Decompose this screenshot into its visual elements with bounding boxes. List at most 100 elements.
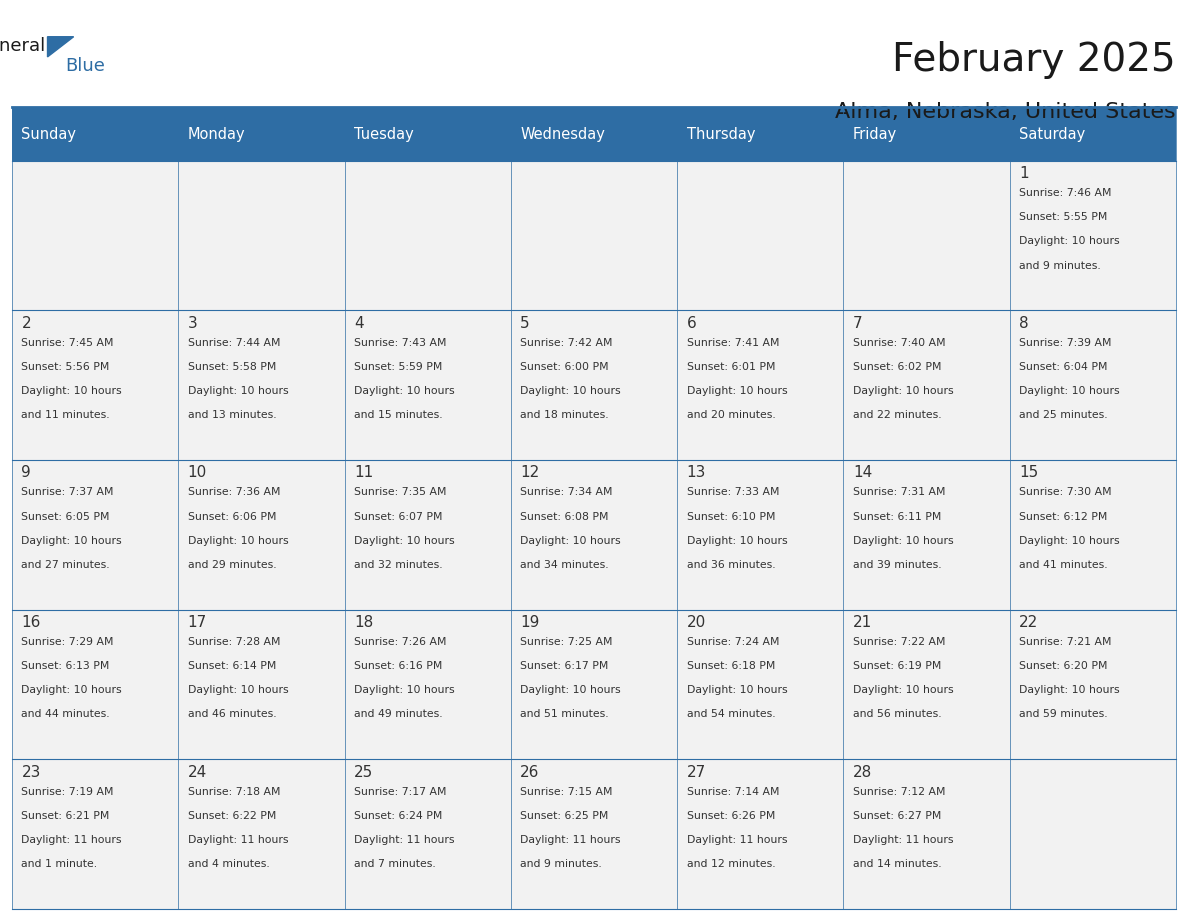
Text: 14: 14: [853, 465, 872, 480]
FancyBboxPatch shape: [178, 610, 345, 759]
Text: and 25 minutes.: and 25 minutes.: [1019, 410, 1108, 420]
Text: and 20 minutes.: and 20 minutes.: [687, 410, 776, 420]
Text: Daylight: 10 hours: Daylight: 10 hours: [21, 536, 122, 545]
Text: Sunrise: 7:34 AM: Sunrise: 7:34 AM: [520, 487, 613, 498]
FancyBboxPatch shape: [345, 161, 511, 310]
FancyBboxPatch shape: [843, 759, 1010, 909]
Text: Daylight: 10 hours: Daylight: 10 hours: [1019, 536, 1120, 545]
Text: Daylight: 11 hours: Daylight: 11 hours: [520, 835, 621, 845]
Text: Sunrise: 7:42 AM: Sunrise: 7:42 AM: [520, 338, 613, 348]
Text: Sunset: 5:55 PM: Sunset: 5:55 PM: [1019, 212, 1107, 222]
Text: Sunset: 6:12 PM: Sunset: 6:12 PM: [1019, 511, 1107, 521]
Text: 4: 4: [354, 316, 364, 330]
FancyBboxPatch shape: [345, 759, 511, 909]
Text: Sunset: 6:00 PM: Sunset: 6:00 PM: [520, 362, 609, 372]
Text: Sunset: 6:07 PM: Sunset: 6:07 PM: [354, 511, 442, 521]
Text: Sunset: 6:20 PM: Sunset: 6:20 PM: [1019, 661, 1107, 671]
Text: Sunset: 5:58 PM: Sunset: 5:58 PM: [188, 362, 276, 372]
Text: Sunrise: 7:46 AM: Sunrise: 7:46 AM: [1019, 188, 1112, 198]
Text: Sunrise: 7:17 AM: Sunrise: 7:17 AM: [354, 787, 447, 797]
Text: 7: 7: [853, 316, 862, 330]
Text: Sunrise: 7:31 AM: Sunrise: 7:31 AM: [853, 487, 946, 498]
FancyBboxPatch shape: [843, 310, 1010, 460]
FancyBboxPatch shape: [677, 310, 843, 460]
Text: Sunrise: 7:40 AM: Sunrise: 7:40 AM: [853, 338, 946, 348]
Text: Daylight: 11 hours: Daylight: 11 hours: [687, 835, 788, 845]
Text: Monday: Monday: [188, 127, 246, 141]
Text: 26: 26: [520, 765, 539, 779]
FancyBboxPatch shape: [178, 460, 345, 610]
FancyBboxPatch shape: [1010, 759, 1176, 909]
Text: Daylight: 11 hours: Daylight: 11 hours: [354, 835, 455, 845]
Text: and 22 minutes.: and 22 minutes.: [853, 410, 942, 420]
Text: Tuesday: Tuesday: [354, 127, 413, 141]
Text: 27: 27: [687, 765, 706, 779]
Text: Daylight: 10 hours: Daylight: 10 hours: [21, 686, 122, 695]
Text: and 7 minutes.: and 7 minutes.: [354, 859, 436, 869]
FancyBboxPatch shape: [511, 310, 677, 460]
Text: and 44 minutes.: and 44 minutes.: [21, 710, 110, 720]
Text: and 39 minutes.: and 39 minutes.: [853, 560, 942, 570]
Text: Daylight: 10 hours: Daylight: 10 hours: [1019, 386, 1120, 396]
FancyBboxPatch shape: [178, 310, 345, 460]
Text: 16: 16: [21, 615, 40, 630]
Text: Sunset: 6:11 PM: Sunset: 6:11 PM: [853, 511, 941, 521]
Text: Sunrise: 7:21 AM: Sunrise: 7:21 AM: [1019, 637, 1112, 647]
Text: and 9 minutes.: and 9 minutes.: [520, 859, 602, 869]
Text: Daylight: 10 hours: Daylight: 10 hours: [853, 386, 954, 396]
FancyBboxPatch shape: [178, 759, 345, 909]
Text: Daylight: 11 hours: Daylight: 11 hours: [188, 835, 289, 845]
Text: Saturday: Saturday: [1019, 127, 1086, 141]
FancyBboxPatch shape: [511, 161, 677, 310]
Text: Sunset: 5:56 PM: Sunset: 5:56 PM: [21, 362, 109, 372]
Text: Sunset: 6:01 PM: Sunset: 6:01 PM: [687, 362, 775, 372]
Text: Friday: Friday: [853, 127, 897, 141]
Text: Sunset: 6:10 PM: Sunset: 6:10 PM: [687, 511, 775, 521]
Text: 17: 17: [188, 615, 207, 630]
Text: Sunset: 6:13 PM: Sunset: 6:13 PM: [21, 661, 109, 671]
Text: Daylight: 10 hours: Daylight: 10 hours: [1019, 237, 1120, 246]
FancyBboxPatch shape: [12, 759, 178, 909]
FancyBboxPatch shape: [1010, 310, 1176, 460]
Text: Sunset: 6:14 PM: Sunset: 6:14 PM: [188, 661, 276, 671]
FancyBboxPatch shape: [511, 460, 677, 610]
Text: Sunset: 6:24 PM: Sunset: 6:24 PM: [354, 811, 442, 821]
Text: Sunset: 6:21 PM: Sunset: 6:21 PM: [21, 811, 109, 821]
Text: Sunrise: 7:29 AM: Sunrise: 7:29 AM: [21, 637, 114, 647]
Text: Sunrise: 7:30 AM: Sunrise: 7:30 AM: [1019, 487, 1112, 498]
FancyBboxPatch shape: [677, 161, 843, 310]
Text: Sunset: 6:04 PM: Sunset: 6:04 PM: [1019, 362, 1107, 372]
Text: Thursday: Thursday: [687, 127, 756, 141]
FancyBboxPatch shape: [1010, 161, 1176, 310]
Text: Sunrise: 7:18 AM: Sunrise: 7:18 AM: [188, 787, 280, 797]
Text: and 49 minutes.: and 49 minutes.: [354, 710, 443, 720]
Text: 25: 25: [354, 765, 373, 779]
Text: Daylight: 10 hours: Daylight: 10 hours: [520, 686, 621, 695]
Text: Alma, Nebraska, United States: Alma, Nebraska, United States: [835, 102, 1176, 122]
Text: 21: 21: [853, 615, 872, 630]
Text: Daylight: 10 hours: Daylight: 10 hours: [687, 536, 788, 545]
Text: Daylight: 11 hours: Daylight: 11 hours: [21, 835, 122, 845]
Text: Sunrise: 7:22 AM: Sunrise: 7:22 AM: [853, 637, 946, 647]
Text: Sunset: 5:59 PM: Sunset: 5:59 PM: [354, 362, 442, 372]
Text: and 56 minutes.: and 56 minutes.: [853, 710, 942, 720]
Text: Sunrise: 7:15 AM: Sunrise: 7:15 AM: [520, 787, 613, 797]
Text: General: General: [0, 37, 45, 55]
FancyBboxPatch shape: [12, 161, 178, 310]
Text: 3: 3: [188, 316, 197, 330]
Text: 6: 6: [687, 316, 696, 330]
Text: Sunset: 6:22 PM: Sunset: 6:22 PM: [188, 811, 276, 821]
Text: Sunset: 6:27 PM: Sunset: 6:27 PM: [853, 811, 941, 821]
Text: Sunrise: 7:28 AM: Sunrise: 7:28 AM: [188, 637, 280, 647]
Text: Daylight: 10 hours: Daylight: 10 hours: [520, 386, 621, 396]
Text: 10: 10: [188, 465, 207, 480]
Text: and 14 minutes.: and 14 minutes.: [853, 859, 942, 869]
Text: 28: 28: [853, 765, 872, 779]
Text: Sunrise: 7:44 AM: Sunrise: 7:44 AM: [188, 338, 280, 348]
Text: February 2025: February 2025: [892, 40, 1176, 79]
FancyBboxPatch shape: [12, 310, 178, 460]
FancyBboxPatch shape: [12, 107, 1176, 161]
Text: Sunday: Sunday: [21, 127, 76, 141]
Text: Daylight: 10 hours: Daylight: 10 hours: [520, 536, 621, 545]
Text: and 27 minutes.: and 27 minutes.: [21, 560, 110, 570]
